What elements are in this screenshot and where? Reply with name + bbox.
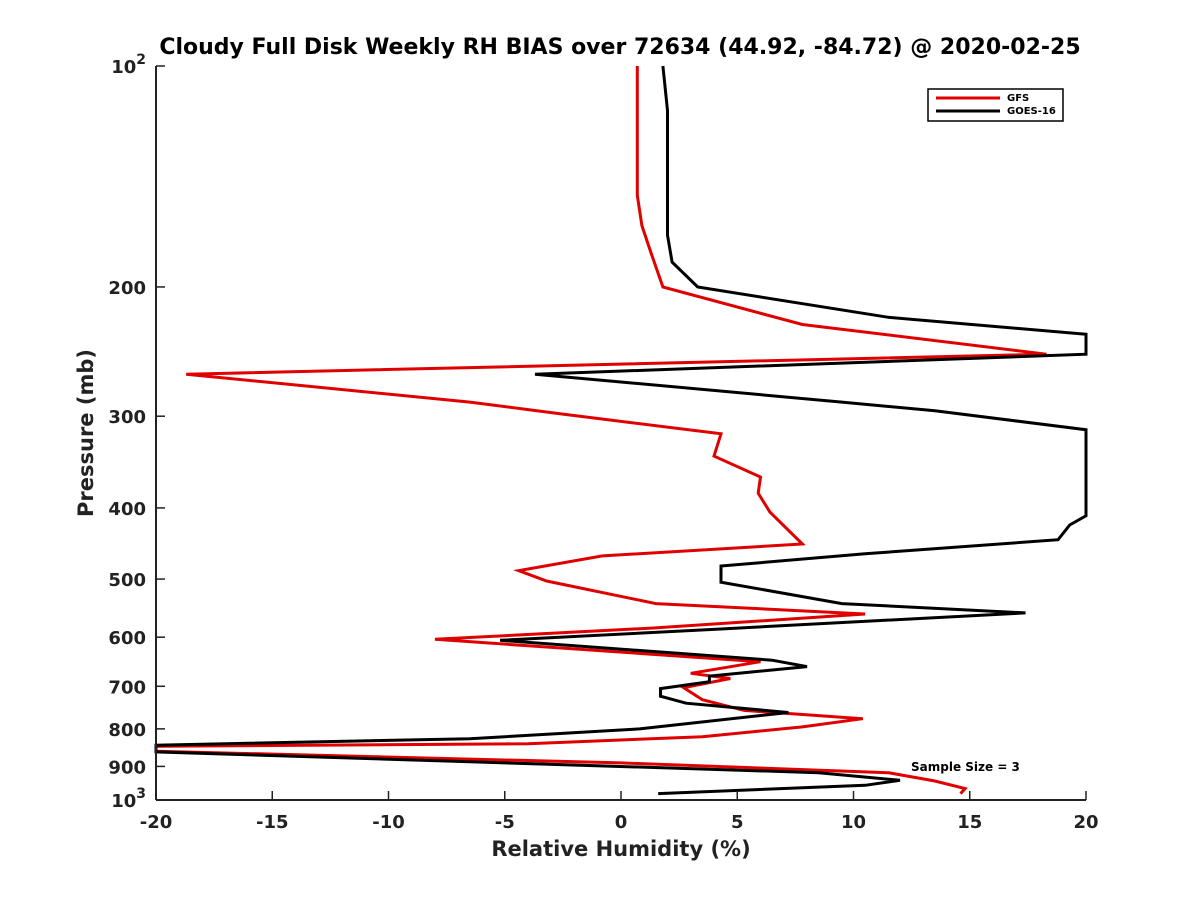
chart-title: Cloudy Full Disk Weekly RH BIAS over 726… [159, 35, 1080, 60]
x-tick-label: 20 [1073, 812, 1098, 833]
y-tick-label: 300 [108, 407, 146, 428]
legend-label-goes16: GOES-16 [1007, 106, 1056, 117]
x-tick-label: 15 [957, 812, 982, 833]
legend-label-gfs: GFS [1007, 93, 1029, 104]
y-tick-label: 500 [108, 570, 146, 591]
y-tick-label: 400 [108, 499, 146, 520]
x-tick-label: -10 [372, 812, 405, 833]
y-tick-label: 900 [108, 757, 146, 778]
legend-box [927, 88, 1064, 122]
plot-frame [156, 66, 1086, 800]
y-tick-label: 102 [111, 52, 146, 78]
x-tick-label: -15 [256, 812, 289, 833]
series-layer [154, 65, 1088, 796]
y-tick-label: 800 [108, 720, 146, 741]
y-tick-label: 103 [111, 786, 146, 812]
y-tick-label: 700 [108, 677, 146, 698]
x-axis-label: Relative Humidity (%) [491, 837, 750, 861]
y-axis-label: Pressure (mb) [74, 349, 98, 517]
y-ticks: 102 200 300 400 500 600 700 800 900 103 [108, 52, 165, 812]
x-tick-label: 0 [615, 812, 628, 833]
x-tick-label: 5 [731, 812, 744, 833]
series-line-gfs [154, 66, 1047, 795]
x-tick-label: 10 [841, 812, 866, 833]
series-line-goes16 [154, 65, 1088, 796]
y-tick-label: 600 [108, 628, 146, 649]
x-ticks: -20 -15 -10 -5 0 5 10 15 20 [140, 791, 1099, 833]
sample-size-annotation: Sample Size = 3 [911, 760, 1020, 774]
x-tick-label: -5 [495, 812, 515, 833]
x-tick-label: -20 [140, 812, 173, 833]
legend: GFS GOES-16 [927, 88, 1064, 122]
plot-area: -20 -15 -10 -5 0 5 10 15 20 102 200 300 400 500 600 70… [108, 52, 1098, 833]
y-tick-label: 200 [108, 278, 146, 299]
